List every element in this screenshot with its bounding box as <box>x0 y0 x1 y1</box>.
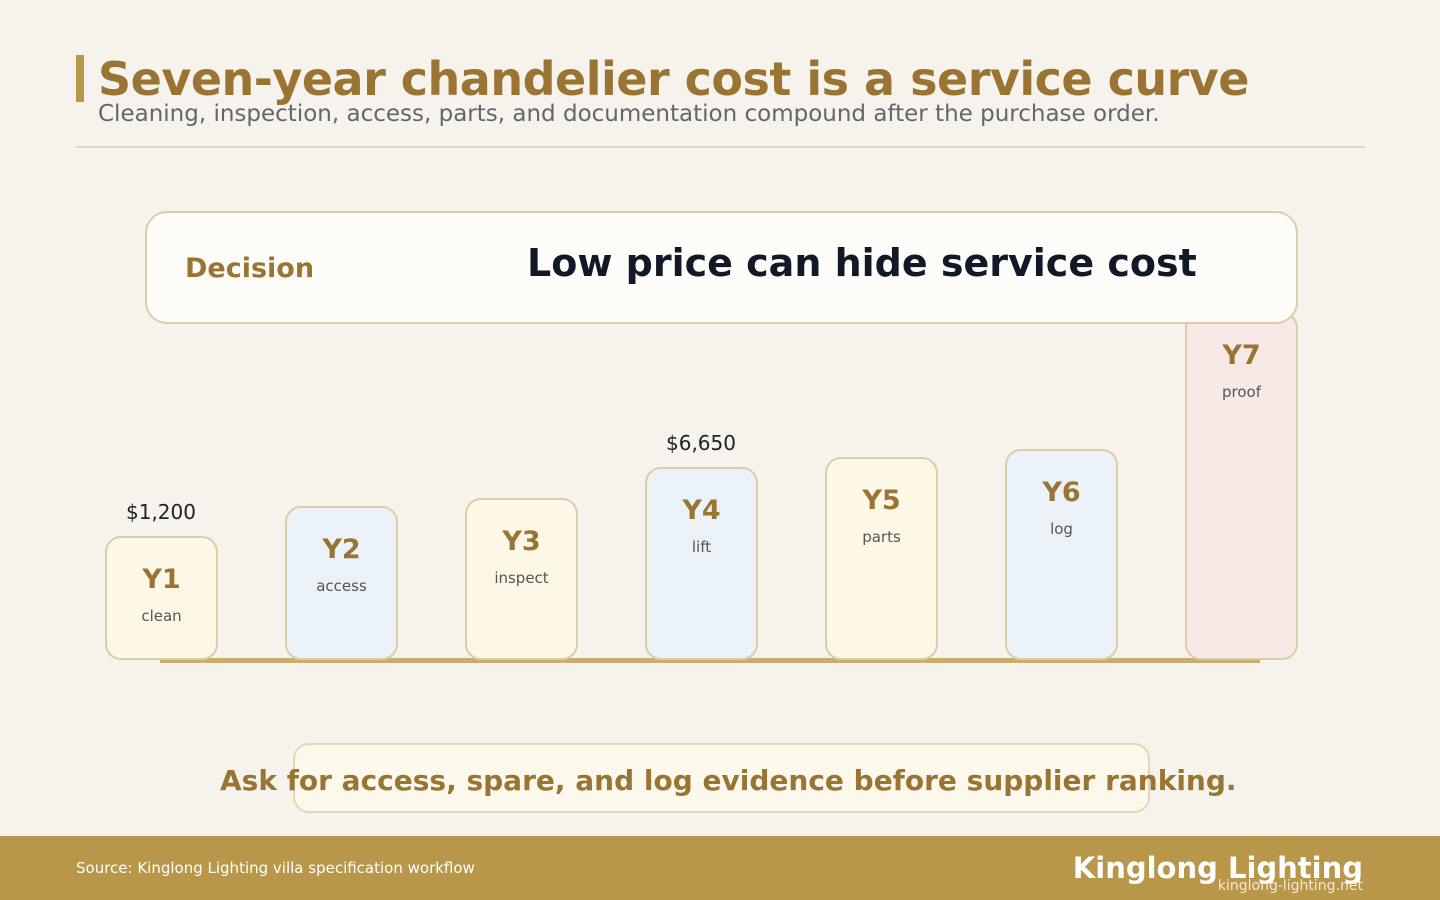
title-accent <box>76 55 84 102</box>
bar-label: Y4 <box>682 495 721 526</box>
title: Seven-year chandelier cost is a service … <box>98 52 1250 106</box>
bar-note: proof <box>1222 383 1261 401</box>
bar: Y7 proof <box>1185 312 1298 660</box>
bar: Y4 lift <box>645 467 758 660</box>
source: Source: Kinglong Lighting villa specific… <box>76 859 475 877</box>
bar: Y6 log <box>1005 449 1118 660</box>
bar-label: Y3 <box>502 526 541 557</box>
bar: Y2 access <box>285 506 398 660</box>
baseline <box>160 658 1260 663</box>
bar-label: Y6 <box>1042 477 1081 508</box>
bar: Y3 inspect <box>465 498 578 660</box>
subtitle: Cleaning, inspection, access, parts, and… <box>98 101 1160 127</box>
bar-label: Y7 <box>1222 340 1261 371</box>
bar-label: Y5 <box>862 485 901 516</box>
brand: Kinglong Lighting <box>1072 851 1363 885</box>
bar-note: lift <box>691 538 712 556</box>
bar-label: Y1 <box>142 564 181 595</box>
value-label: $1,200 <box>126 500 196 524</box>
footer: Source: Kinglong Lighting villa specific… <box>0 836 1440 900</box>
callout: Ask for access, spare, and log evidence … <box>220 764 1237 797</box>
bar-note: clean <box>141 607 182 625</box>
bar: Y1 clean <box>105 536 218 660</box>
bar-note: access <box>316 577 367 595</box>
bar-note: log <box>1050 520 1073 538</box>
divider <box>76 146 1365 148</box>
value-label: $6,650 <box>666 431 736 455</box>
url: kinglong-lighting.net <box>1217 878 1363 894</box>
bar-label: Y2 <box>322 534 361 565</box>
decision-box: Decision Low price can hide service cost <box>145 211 1298 324</box>
bar: Y5 parts <box>825 457 938 660</box>
decision-headline: Low price can hide service cost <box>527 241 1197 285</box>
bar-note: parts <box>862 528 901 546</box>
bar-note: inspect <box>494 569 549 587</box>
decision-label: Decision <box>185 253 315 284</box>
callout-box <box>293 743 1150 813</box>
